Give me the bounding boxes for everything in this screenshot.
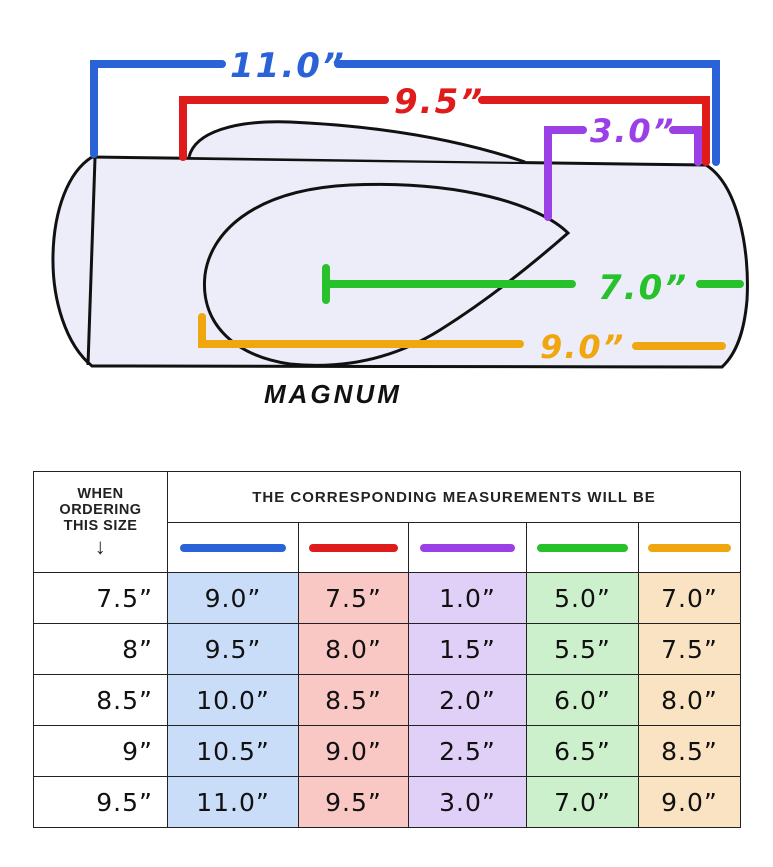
order-size-cell: 8” (33, 623, 168, 675)
color-key-red (298, 522, 409, 573)
measurement-cell-purple: 3.0” (408, 776, 527, 828)
dimension-label-blue: 11.0” (230, 46, 346, 86)
color-swatch-red (308, 543, 399, 552)
measurement-cell-red: 9.5” (298, 776, 409, 828)
dimension-orange: 9.0” (198, 313, 726, 366)
measurement-cell-orange: 9.0” (637, 776, 742, 828)
measurement-cell-green: 5.0” (526, 572, 639, 624)
dimension-red: 9.5” (179, 82, 710, 166)
pillow-teardrop (202, 182, 571, 367)
color-key-green (526, 522, 639, 573)
measurement-cell-red: 9.0” (298, 725, 409, 777)
order-size-header-line1: WHEN (77, 486, 124, 502)
dimension-label-green: 7.0” (598, 268, 688, 308)
measurement-cell-orange: 8.5” (637, 725, 742, 777)
color-swatch-green (536, 543, 628, 552)
measurement-cell-blue: 10.5” (167, 725, 299, 777)
measurement-cell-orange: 7.5” (637, 623, 742, 675)
table-row: 9.5” 11.0” 9.5” 3.0” 7.0” 9.0” (33, 776, 742, 828)
order-size-cell: 9” (33, 725, 168, 777)
table-row: 8.5” 10.0” 8.5” 2.0” 6.0” 8.0” (33, 674, 742, 726)
order-size-header-line2: ORDERING (59, 502, 142, 518)
measurement-cell-green: 6.0” (526, 674, 639, 726)
measurement-cell-blue: 9.0” (167, 572, 299, 624)
measurements-header: THE CORRESPONDING MEASUREMENTS WILL BE (166, 471, 742, 523)
order-size-cell: 7.5” (33, 572, 168, 624)
dimension-green: 7.0” (322, 264, 744, 308)
color-key-orange (637, 522, 742, 573)
color-swatch-orange (648, 543, 731, 552)
measurement-cell-blue: 11.0” (167, 776, 299, 828)
measurement-cell-purple: 1.5” (408, 623, 527, 675)
measurement-cell-red: 8.0” (298, 623, 409, 675)
measurement-cell-green: 7.0” (526, 776, 639, 828)
order-size-cell: 8.5” (33, 674, 168, 726)
table-row: 9” 10.5” 9.0” 2.5” 6.5” 8.5” (33, 725, 742, 777)
color-swatch-blue (179, 543, 287, 552)
measurement-cell-purple: 1.0” (408, 572, 527, 624)
color-key-blue (167, 522, 299, 573)
measurement-cell-blue: 9.5” (167, 623, 299, 675)
measurement-cell-orange: 7.0” (637, 572, 742, 624)
pillow-diagram: 11.0” 9.5” 3.0” 7.0” 9.0” MAGNUM (51, 46, 749, 409)
color-key-row (34, 522, 742, 573)
order-size-header: WHEN ORDERING THIS SIZE ↓ (33, 471, 168, 573)
measurement-cell-green: 6.5” (526, 725, 639, 777)
table-row: 8” 9.5” 8.0” 1.5” 5.5” 7.5” (33, 623, 742, 675)
dimension-label-red: 9.5” (394, 82, 484, 122)
measurement-cell-purple: 2.0” (408, 674, 527, 726)
measurement-cell-purple: 2.5” (408, 725, 527, 777)
measurement-cell-green: 5.5” (526, 623, 639, 675)
color-key-purple (408, 522, 527, 573)
measurement-cell-red: 7.5” (298, 572, 409, 624)
size-chart-table: WHEN ORDERING THIS SIZE ↓ THE CORRESPOND… (33, 471, 742, 828)
order-size-header-line3: THIS SIZE (63, 518, 138, 534)
measurement-cell-orange: 8.0” (637, 674, 742, 726)
dimension-label-purple: 3.0” (590, 112, 675, 150)
table-row: 7.5” 9.0” 7.5” 1.0” 5.0” 7.0” (33, 572, 742, 624)
dimension-blue: 11.0” (90, 46, 720, 166)
measurement-cell-blue: 10.0” (167, 674, 299, 726)
pillow-top-bump (187, 120, 526, 164)
down-arrow-icon: ↓ (94, 534, 107, 559)
color-swatch-purple (419, 543, 516, 552)
product-caption: MAGNUM (264, 379, 402, 409)
order-size-cell: 9.5” (33, 776, 168, 828)
measurement-cell-red: 8.5” (298, 674, 409, 726)
dimension-label-orange: 9.0” (540, 328, 625, 366)
pillow-end-line (86, 157, 97, 366)
dimension-purple: 3.0” (544, 112, 702, 221)
